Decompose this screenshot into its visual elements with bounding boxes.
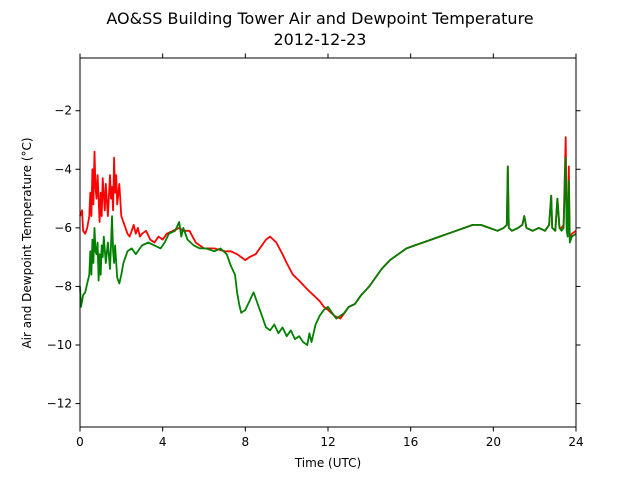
y-tick-label--4: −4 xyxy=(54,162,72,176)
chart-subtitle: 2012-12-23 xyxy=(274,30,367,49)
y-tick-label--12: −12 xyxy=(47,397,72,411)
x-tick-label-16: 16 xyxy=(403,435,418,449)
y-tick-label--2: −2 xyxy=(54,104,72,118)
x-tick-label-4: 4 xyxy=(159,435,167,449)
y-tick-label--8: −8 xyxy=(54,279,72,293)
series-layer xyxy=(79,136,577,346)
x-tick-label-0: 0 xyxy=(76,435,84,449)
x-tick-label-8: 8 xyxy=(242,435,250,449)
y-axis-label: Air and Dewpoint Temperature (°C) xyxy=(20,137,34,348)
chart-title: AO&SS Building Tower Air and Dewpoint Te… xyxy=(106,9,533,28)
x-tick-label-24: 24 xyxy=(568,435,583,449)
y-tick-label--10: −10 xyxy=(47,338,72,352)
x-axis-label: Time (UTC) xyxy=(294,456,361,470)
x-tick-label-12: 12 xyxy=(320,435,335,449)
axis-layer: 0 4 8 12 16 20 24 −12 −10 −8 −6 −4 −2 xyxy=(47,53,584,449)
series-line-2 xyxy=(79,156,577,346)
y-tick-label--6: −6 xyxy=(54,221,72,235)
x-tick-label-20: 20 xyxy=(486,435,501,449)
